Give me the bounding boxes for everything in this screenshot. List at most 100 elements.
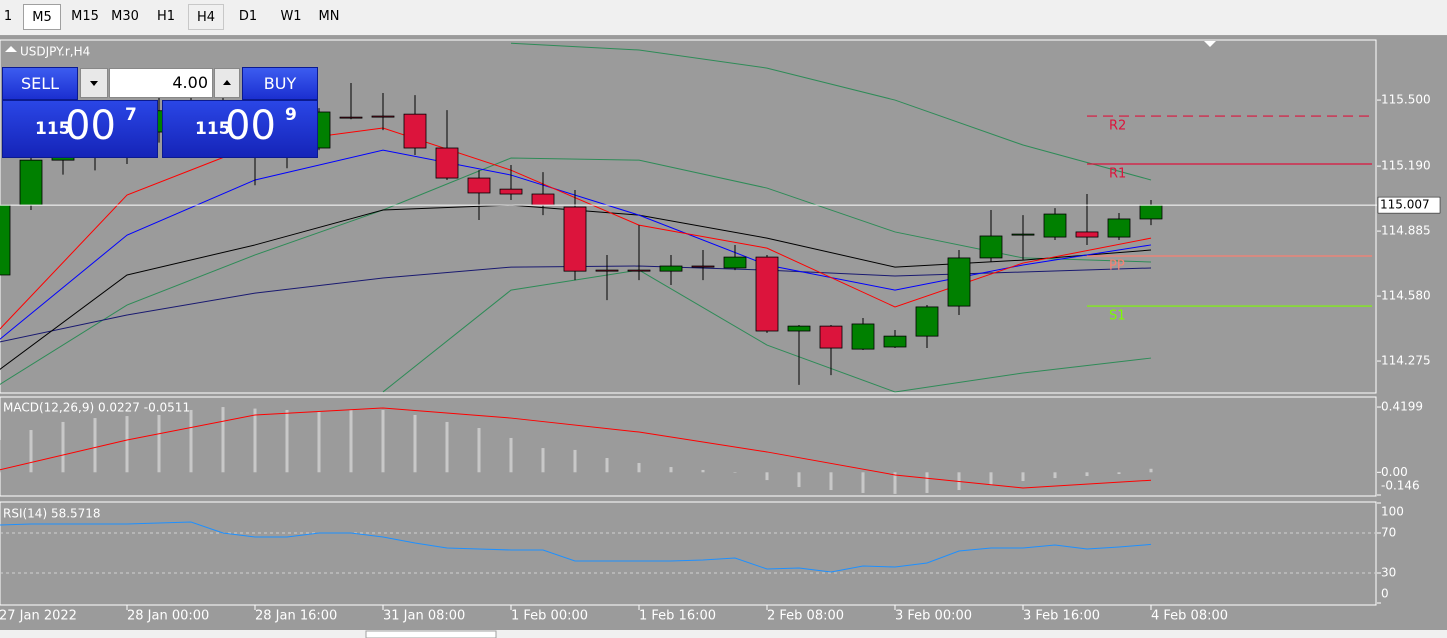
macd-bar: [701, 469, 705, 473]
x-tick-label: 28 Jan 00:00: [127, 609, 209, 624]
macd-bar: [445, 421, 449, 473]
candle-body: [531, 193, 555, 206]
candle-body: [1011, 233, 1035, 236]
tab[interactable]: [365, 630, 497, 638]
sell-button[interactable]: SELL: [2, 67, 78, 100]
macd-bar: [253, 408, 257, 473]
candle-body: [371, 115, 395, 118]
macd-bar: [861, 472, 865, 493]
indicator-line: [510, 42, 1152, 181]
macd-bar: [765, 472, 769, 481]
volume-input[interactable]: 4.00: [109, 68, 213, 98]
y-tick-label: 114.885: [1381, 224, 1431, 238]
candle-body: [819, 325, 843, 349]
volume-up[interactable]: [214, 68, 240, 98]
chart-shift-marker: [1204, 41, 1216, 47]
timeframe-button[interactable]: H1: [156, 9, 176, 24]
macd-bar: [381, 409, 385, 473]
current-price-label: 115.007: [1380, 198, 1430, 212]
macd-bar: [1085, 472, 1089, 477]
timeframe-toolbar: 1 M5 M15 M30 H1 H4 D1 W1 MN: [0, 0, 1447, 36]
macd-bar: [989, 472, 993, 486]
candle-body: [19, 159, 43, 206]
timeframe-button[interactable]: W1: [280, 9, 302, 24]
timeframe-button[interactable]: D1: [238, 9, 258, 24]
rsi-panel-frame: [0, 501, 1377, 606]
timeframe-button[interactable]: M5: [23, 4, 61, 30]
candle-body: [979, 235, 1003, 259]
macd-bar: [925, 472, 929, 493]
candle-body: [915, 306, 939, 337]
macd-bar: [349, 409, 353, 473]
candle-body: [755, 256, 779, 332]
macd-bar: [1021, 472, 1025, 482]
timeframe-button[interactable]: M15: [71, 9, 99, 24]
macd-bar: [1149, 468, 1153, 473]
candle-body: [563, 206, 587, 272]
y-tick-label: 115.500: [1381, 93, 1431, 107]
price-big: 115: [35, 119, 71, 139]
candle-body: [1107, 218, 1131, 238]
price-pip: 7: [125, 105, 137, 125]
buy-button[interactable]: BUY: [242, 67, 318, 100]
candle-body: [435, 147, 459, 179]
pivot-label: R2: [1109, 119, 1126, 134]
macd-bar: [285, 409, 289, 473]
candle-body: [339, 116, 363, 119]
timeframe-button[interactable]: MN: [318, 9, 340, 24]
macd-bar: [61, 421, 65, 473]
candle-body: [403, 113, 427, 149]
macd-bar: [413, 414, 417, 473]
x-tick-label: 3 Feb 00:00: [895, 609, 972, 624]
timeframe-button[interactable]: 1: [3, 9, 13, 24]
candle-body: [883, 335, 907, 348]
y-tick-label: 0: [1381, 587, 1389, 601]
rsi-line: [0, 521, 1152, 573]
candle-body: [0, 204, 11, 276]
candle-body: [595, 269, 619, 272]
signal-line: [0, 407, 1152, 489]
ask-price[interactable]: 115 00 9: [162, 100, 318, 158]
candle-body: [467, 177, 491, 194]
macd-bar: [221, 407, 225, 473]
y-tick-label: 0.00: [1381, 465, 1408, 479]
pivot-label: R1: [1109, 166, 1126, 181]
indicator-line: [382, 269, 1152, 393]
x-tick-label: 3 Feb 16:00: [1023, 609, 1100, 624]
macd-bar: [125, 416, 129, 473]
y-tick-label: 0.4199: [1381, 400, 1423, 414]
y-tick-label: 70: [1381, 526, 1396, 540]
candle-body: [1075, 231, 1099, 238]
one-click-trading: SELL 4.00 BUY 115 00 7 115 00 9: [2, 67, 318, 159]
price-big: 115: [195, 119, 231, 139]
macd-bar: [509, 437, 513, 473]
x-tick-label: 4 Feb 08:00: [1151, 609, 1228, 624]
macd-title: MACD(12,26,9) 0.0227 -0.0511: [3, 401, 190, 415]
macd-bar: [93, 418, 97, 473]
candle-body: [947, 257, 971, 307]
chart-title: USDJPY.r,H4: [20, 45, 90, 59]
macd-bar: [157, 414, 161, 473]
x-tick-label: 31 Jan 08:00: [383, 609, 465, 624]
macd-bar: [829, 472, 833, 491]
timeframe-button[interactable]: M30: [111, 9, 139, 24]
price-panel-frame: [0, 39, 1377, 394]
macd-bar: [1053, 472, 1057, 479]
macd-bar: [637, 462, 641, 473]
x-tick-label: 28 Jan 16:00: [255, 609, 337, 624]
bid-price[interactable]: 115 00 7: [2, 100, 158, 158]
macd-bar: [189, 409, 193, 473]
candle-body: [851, 323, 875, 350]
x-tick-label: 2 Feb 08:00: [767, 609, 844, 624]
y-tick-label: 115.190: [1381, 159, 1431, 173]
candle-body: [787, 325, 811, 332]
y-tick-label: 30: [1381, 566, 1396, 580]
timeframe-button[interactable]: H4: [188, 4, 224, 30]
current-price-box: [1377, 196, 1441, 214]
volume-down[interactable]: [80, 68, 108, 98]
price-figure: 00: [65, 103, 116, 149]
macd-bar: [605, 458, 609, 473]
candle-body: [1139, 204, 1163, 220]
candle-body: [1043, 213, 1067, 238]
